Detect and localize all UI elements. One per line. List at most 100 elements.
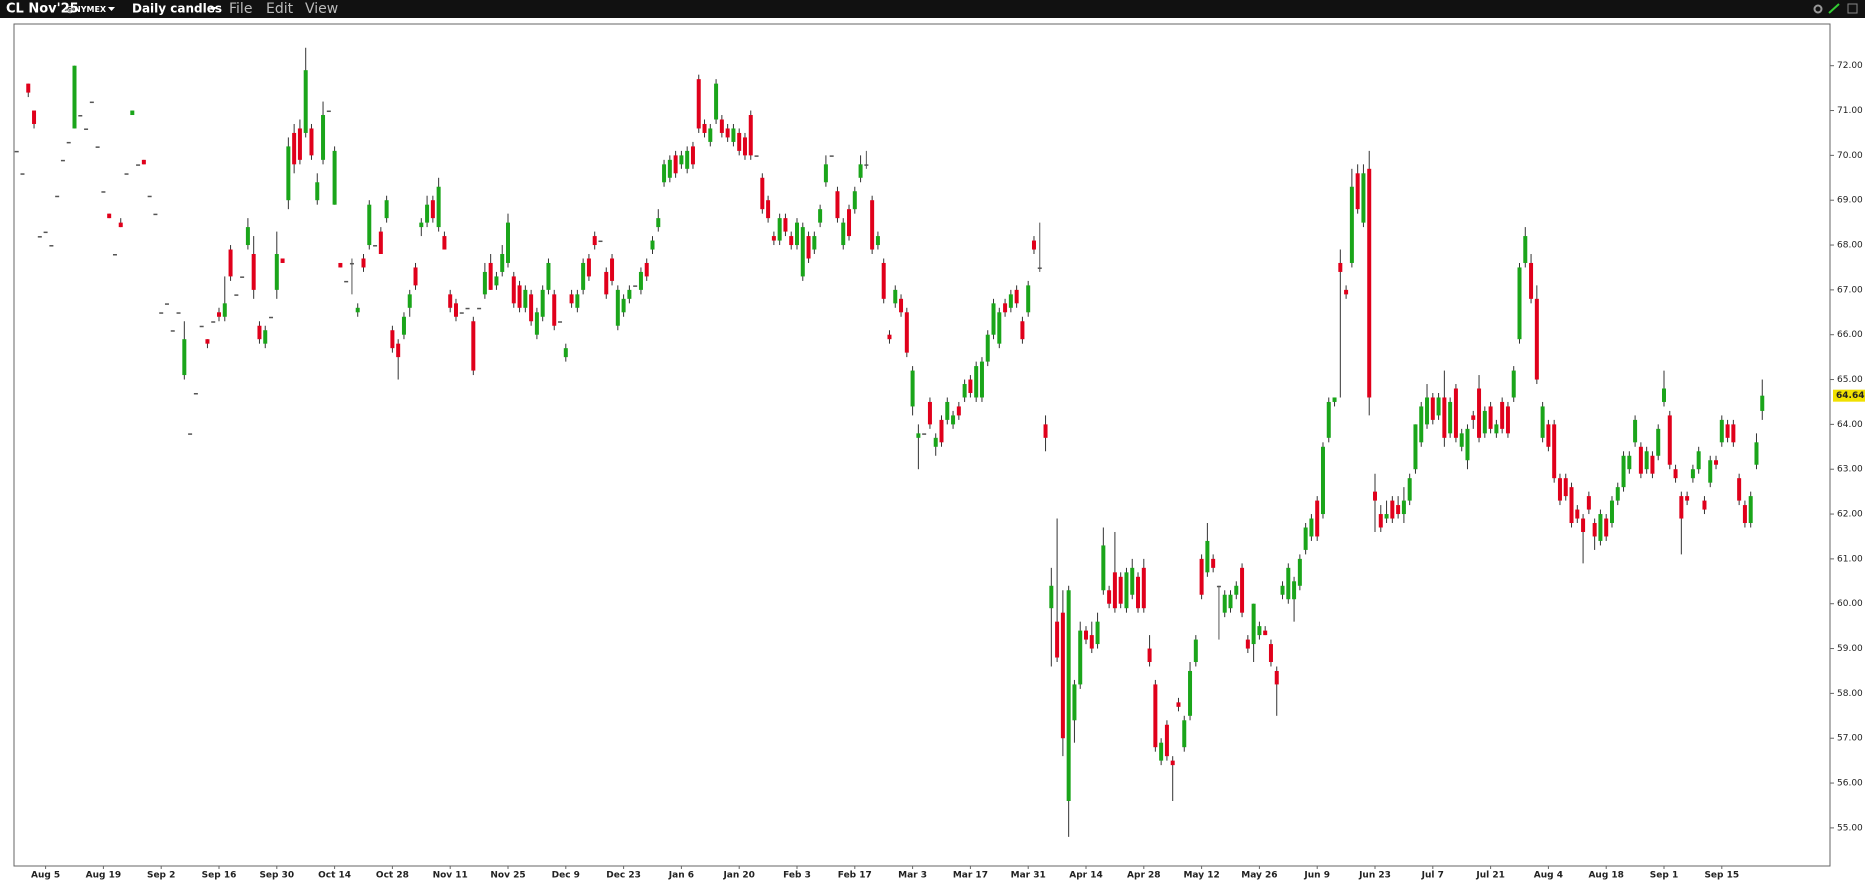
candle-body [1505,406,1510,434]
candle-body [1107,590,1112,604]
x-tick-label: Jul 21 [1475,871,1505,881]
candle-body [586,258,591,277]
y-tick-label: 55.00 [1837,823,1863,833]
x-tick-label: Aug 19 [86,871,121,881]
candle-body [1413,424,1418,470]
candle-body [812,236,817,250]
candle-body [656,218,661,228]
settings-icon[interactable] [1813,4,1823,14]
candle-body [367,204,372,246]
candle-body [1118,576,1123,604]
candle-body [904,312,909,353]
x-tick-label: Apr 28 [1127,871,1161,881]
x-tick-label: Oct 28 [376,871,409,881]
interval[interactable]: Daily candles [132,2,222,16]
candle-body [332,150,337,205]
candle-body [112,254,117,256]
candle-body [997,312,1002,344]
candle-body [315,182,320,201]
candle-body [303,70,308,133]
candle-body [164,303,169,305]
candle-body [899,298,904,313]
menu-item[interactable]: Edit [266,1,294,17]
menu-item[interactable]: File [229,1,252,17]
candle-body [222,303,227,317]
candle-body [1517,267,1522,340]
candle-body [1257,626,1262,636]
candle-body [205,339,210,344]
candle-body [1557,478,1562,501]
candle-body [1477,388,1482,438]
dropdown-arrow[interactable] [210,7,217,11]
candle-body [1367,168,1372,398]
y-tick-label: 65.00 [1837,375,1863,385]
candle-body [956,406,961,416]
candle-body [615,289,620,326]
candle-body [818,209,823,223]
candle-body [274,254,279,290]
y-tick-label: 59.00 [1837,644,1863,654]
candle-body [199,325,204,328]
exchange[interactable]: @NYMEX [66,5,107,14]
candle-body [1586,496,1591,510]
candle-body [506,222,510,263]
candle-body [1066,590,1071,801]
candle-body [1598,514,1603,541]
candle-body [1292,581,1297,600]
candle-body [1026,285,1031,313]
menu-item[interactable]: View [305,1,338,17]
fullscreen-icon[interactable] [1847,3,1858,14]
x-tick-label: May 26 [1241,871,1277,881]
x-tick-label: Sep 16 [202,871,237,881]
candle-body [413,267,418,286]
candle-body [1621,455,1626,488]
candle-body [1263,630,1268,636]
candle-body [1540,406,1545,438]
candle-body [1280,585,1285,595]
candle-body [141,159,146,165]
x-tick-label: Feb 17 [838,871,872,881]
x-tick-label: Dec 9 [552,871,580,881]
candle-body [49,245,54,247]
candle-body [459,312,464,314]
candle-body [1008,294,1013,308]
x-tick-label: Sep 2 [147,871,175,881]
candle-body [1685,496,1690,501]
candle-body [1633,419,1638,443]
candle-body [534,312,539,335]
candle-body [1529,262,1534,299]
candle-body [60,159,65,162]
candle-body [852,191,857,210]
candle-body [829,155,834,157]
candle-body [1268,644,1273,663]
candle-body [841,222,846,246]
candle-body [1673,469,1678,479]
candle-body [1465,428,1470,461]
candle-body [1511,370,1516,398]
candle-body [240,276,245,278]
candle-body [89,101,94,104]
candle-body [263,330,268,344]
candle-body [1222,594,1227,613]
candle-body [1563,478,1568,497]
symbol[interactable]: CL Nov'25 [6,2,79,17]
candle-body [991,303,996,335]
link-icon[interactable] [1828,3,1840,14]
candle-body [858,164,863,178]
candle-body [430,200,435,219]
candle-body [1361,173,1366,223]
candle-body [1742,505,1747,524]
candle-body [1690,469,1695,479]
candle-body [390,330,395,349]
candle-body [95,146,100,148]
candle-body [673,155,678,174]
candle-body [170,330,175,332]
candle-body [326,110,331,113]
dropdown-arrow[interactable] [108,7,115,11]
candle-body [1338,262,1343,272]
x-tick-label: Aug 18 [1588,871,1623,881]
candle-body [546,262,551,290]
x-tick-label: Dec 23 [606,871,641,881]
x-tick-label: Jun 23 [1358,871,1391,881]
x-tick-label: Aug 4 [1534,871,1563,881]
